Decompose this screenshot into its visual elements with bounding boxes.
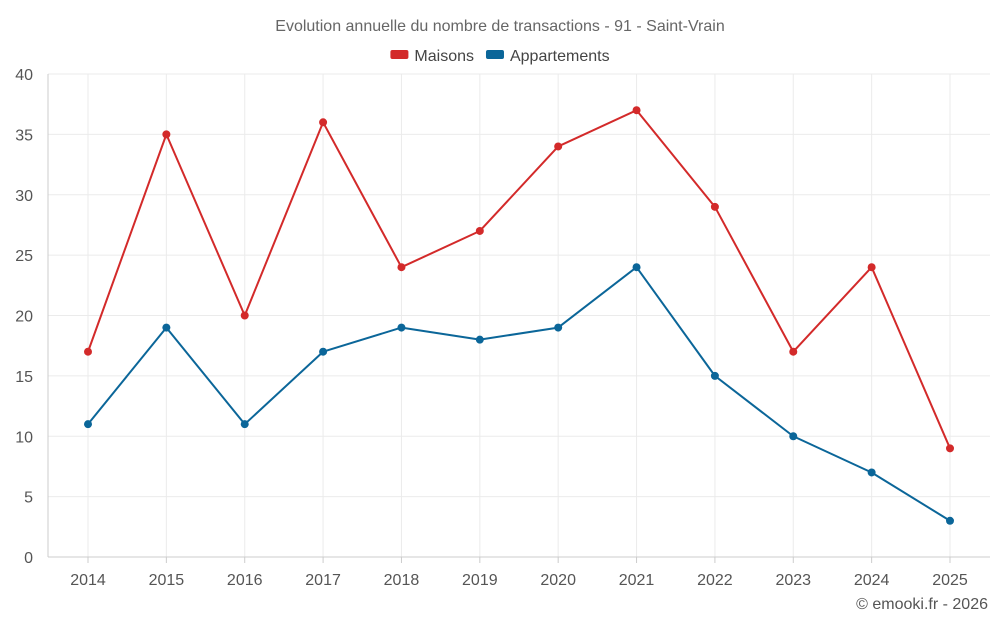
data-point[interactable] (319, 118, 328, 127)
chart-title: Evolution annuelle du nombre de transact… (275, 18, 724, 35)
y-tick-label: 40 (15, 67, 33, 84)
data-point[interactable] (946, 516, 954, 525)
x-tick-label: 2021 (619, 572, 655, 589)
data-point[interactable] (397, 263, 406, 272)
legend-item-maisons[interactable]: Maisons (390, 48, 474, 65)
y-tick-label: 35 (15, 127, 33, 144)
x-tick-label: 2023 (775, 572, 811, 589)
x-tick-label: 2014 (70, 572, 106, 589)
x-tick-label: 2019 (462, 572, 498, 589)
x-tick-label: 2025 (932, 572, 968, 589)
y-tick-label: 25 (15, 248, 33, 265)
x-tick-label: 2017 (305, 572, 341, 589)
series-line (87, 109, 951, 449)
legend-swatch (390, 50, 409, 59)
data-point[interactable] (632, 106, 641, 115)
x-tick-label: 2022 (697, 572, 733, 589)
data-point[interactable] (554, 323, 563, 332)
series-maisons (84, 106, 954, 453)
series-appartements (84, 263, 954, 525)
legend-swatch (485, 50, 504, 59)
data-point[interactable] (240, 420, 249, 429)
legend: Maisons Appartements (390, 48, 610, 65)
data-point[interactable] (162, 130, 171, 139)
legend-label: Maisons (414, 48, 474, 65)
data-point[interactable] (946, 444, 954, 453)
y-tick-label: 5 (24, 490, 33, 507)
data-point[interactable] (475, 226, 484, 235)
data-point[interactable] (710, 202, 719, 211)
y-tick-label: 20 (15, 309, 33, 326)
x-tick-label: 2016 (227, 572, 263, 589)
legend-label: Appartements (510, 48, 610, 65)
data-point[interactable] (240, 311, 249, 320)
grid (48, 73, 990, 557)
legend-item-appartements[interactable]: Appartements (485, 48, 610, 65)
data-point[interactable] (867, 468, 876, 477)
y-tick-label: 0 (24, 550, 33, 567)
x-tick-label: 2015 (149, 572, 185, 589)
y-tick-label: 15 (15, 369, 33, 386)
y-tick-label: 10 (15, 429, 33, 446)
x-tick-label: 2020 (540, 572, 576, 589)
data-point[interactable] (867, 263, 876, 272)
data-point[interactable] (397, 323, 406, 332)
credit-text: © emooki.fr - 2026 (856, 596, 988, 613)
data-point[interactable] (475, 335, 484, 344)
data-point[interactable] (710, 371, 719, 380)
data-point[interactable] (162, 323, 171, 332)
data-point[interactable] (84, 347, 92, 356)
x-tick-label: 2018 (384, 572, 420, 589)
data-point[interactable] (554, 142, 563, 151)
data-point[interactable] (789, 432, 798, 441)
series (84, 106, 954, 525)
series-line (87, 266, 951, 522)
y-tick-label: 30 (15, 188, 33, 205)
data-point[interactable] (84, 420, 92, 429)
data-point[interactable] (319, 347, 328, 356)
x-tick-label: 2024 (854, 572, 890, 589)
data-point[interactable] (789, 347, 798, 356)
data-point[interactable] (632, 263, 641, 272)
